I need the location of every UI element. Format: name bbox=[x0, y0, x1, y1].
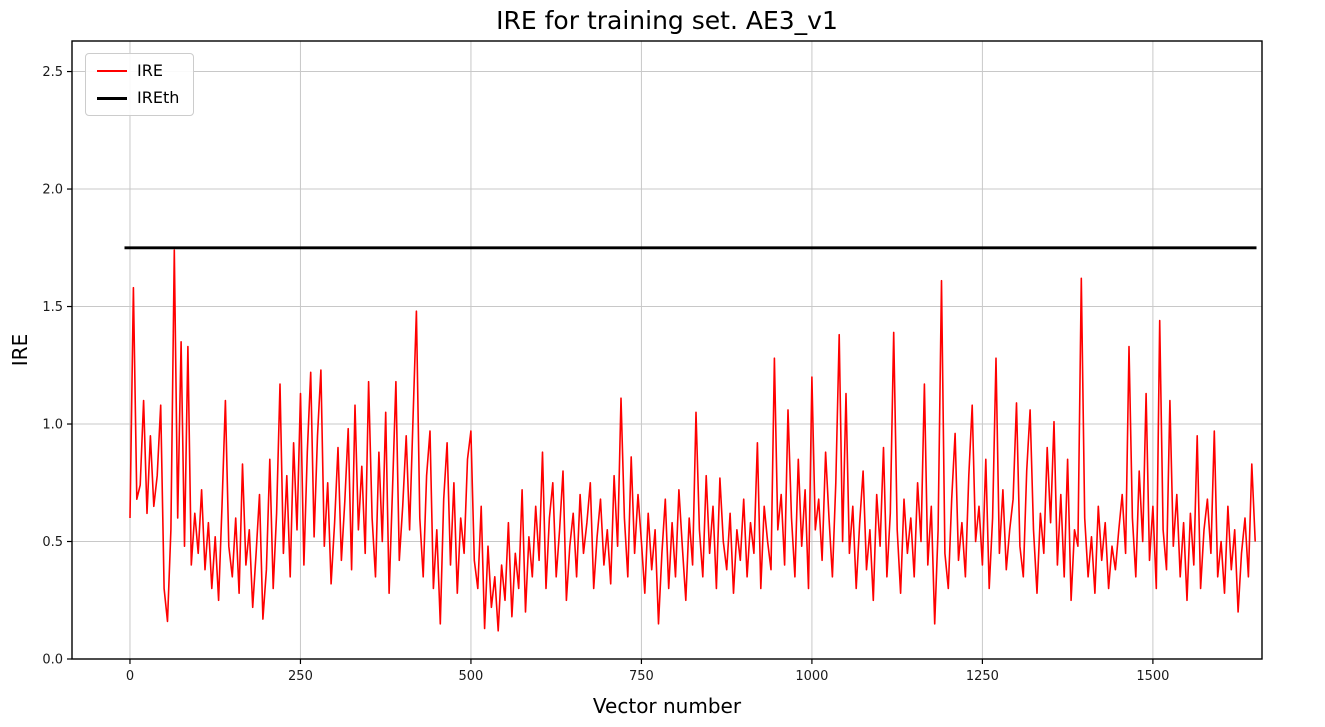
ire-line bbox=[129, 249, 1256, 632]
axes-spines bbox=[71, 40, 1263, 660]
legend-item-ire: IRE bbox=[97, 63, 179, 79]
x-tick-label: 750 bbox=[629, 669, 654, 684]
legend-line-sample-ireth bbox=[97, 96, 127, 100]
legend-line-sample-ire bbox=[97, 70, 127, 72]
legend-label: IRE bbox=[137, 61, 163, 80]
y-tick-label: 2.0 bbox=[42, 183, 63, 198]
chart-title: IRE for training set. AE3_v1 bbox=[496, 6, 838, 35]
y-tick-label: 1.0 bbox=[42, 418, 63, 433]
x-tick-label: 500 bbox=[459, 669, 484, 684]
x-tick-label: 0 bbox=[126, 669, 134, 684]
x-axis-label: Vector number bbox=[592, 694, 742, 718]
x-axis: 0 250 500 750 1000 1250 1500 bbox=[126, 659, 1169, 684]
legend-item-ireth: IREth bbox=[97, 90, 179, 106]
x-tick-label: 1250 bbox=[966, 669, 999, 684]
y-tick-label: 0.0 bbox=[42, 653, 63, 668]
y-axis-label: IRE bbox=[8, 333, 32, 367]
series bbox=[124, 246, 1257, 632]
legend: IRE IREth bbox=[85, 53, 195, 116]
x-tick-label: 1000 bbox=[795, 669, 828, 684]
legend-label: IREth bbox=[137, 88, 180, 107]
x-tick-label: 1500 bbox=[1136, 669, 1169, 684]
y-tick-label: 2.5 bbox=[42, 65, 63, 80]
y-tick-label: 0.5 bbox=[42, 535, 63, 550]
y-tick-label: 1.5 bbox=[42, 300, 63, 315]
x-tick-label: 250 bbox=[288, 669, 313, 684]
y-axis: 0.0 0.5 1.0 1.5 2.0 2.5 bbox=[42, 65, 72, 668]
